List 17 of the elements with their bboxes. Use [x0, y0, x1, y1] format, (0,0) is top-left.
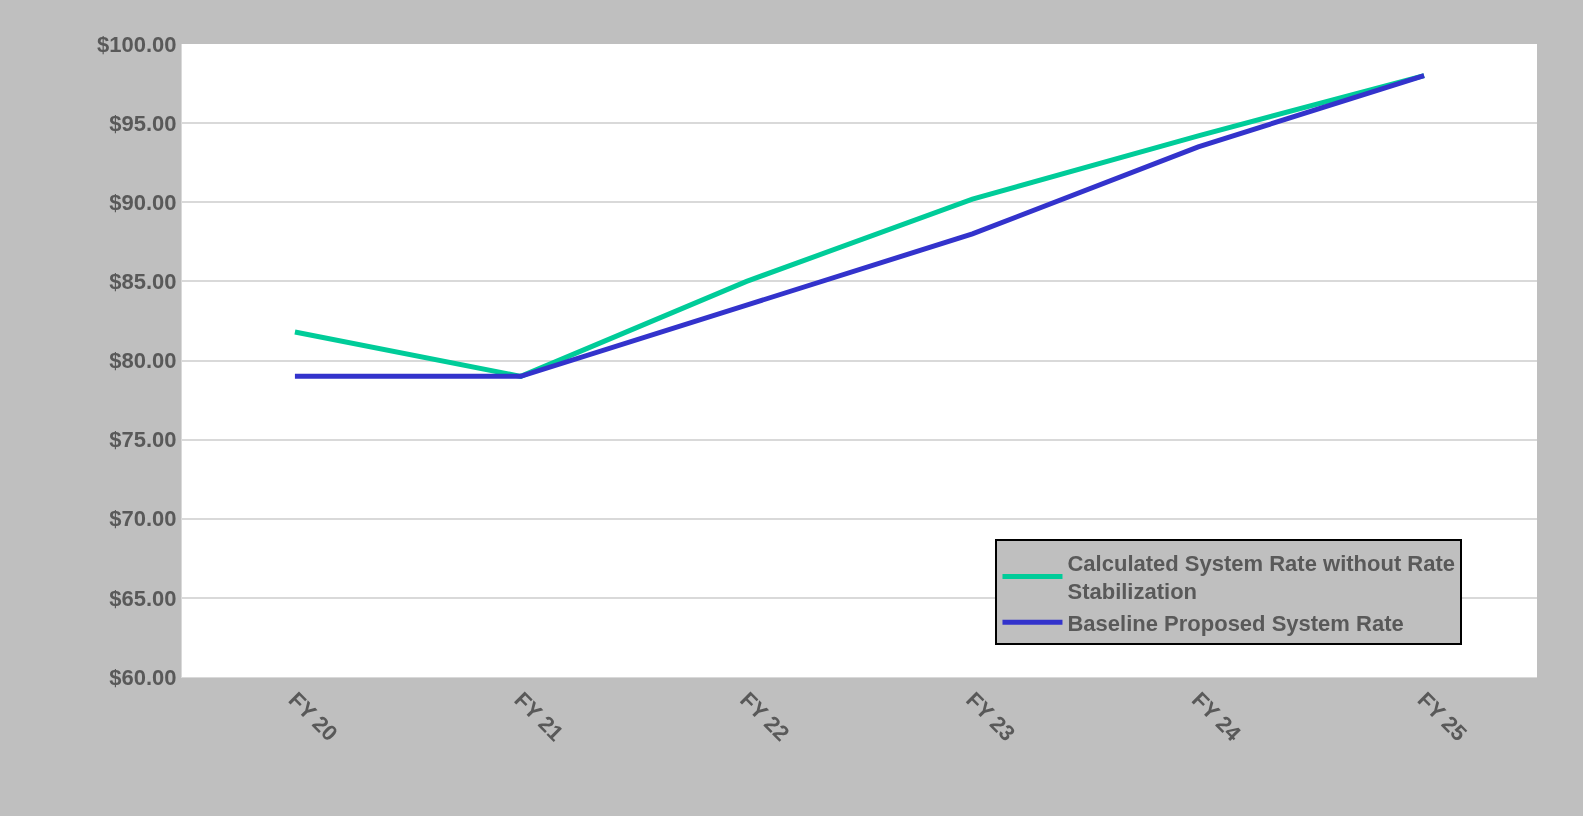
x-tick-label: FY 20 — [283, 687, 343, 746]
x-tick-label: FY 25 — [1412, 687, 1472, 746]
x-tick-label: FY 23 — [961, 687, 1021, 746]
y-tick-label: $80.00 — [109, 348, 177, 374]
x-tick-label: FY 22 — [735, 687, 795, 746]
y-tick-label: $85.00 — [109, 269, 177, 295]
y-tick-label: $70.00 — [109, 506, 177, 532]
legend-label: Baseline Proposed System Rate — [1067, 610, 1404, 636]
x-tick-label: FY 21 — [509, 687, 569, 746]
x-tick-label: FY 24 — [1186, 687, 1247, 747]
legend-label: Calculated System Rate without Rate Stabilization — [1067, 550, 1456, 605]
y-tick-label: $90.00 — [109, 189, 177, 215]
y-tick-label: $95.00 — [109, 110, 177, 136]
y-tick-label: $100.00 — [97, 31, 177, 57]
y-tick-label: $60.00 — [109, 664, 177, 690]
y-tick-label: $65.00 — [109, 585, 177, 611]
y-tick-label: $75.00 — [109, 427, 177, 453]
